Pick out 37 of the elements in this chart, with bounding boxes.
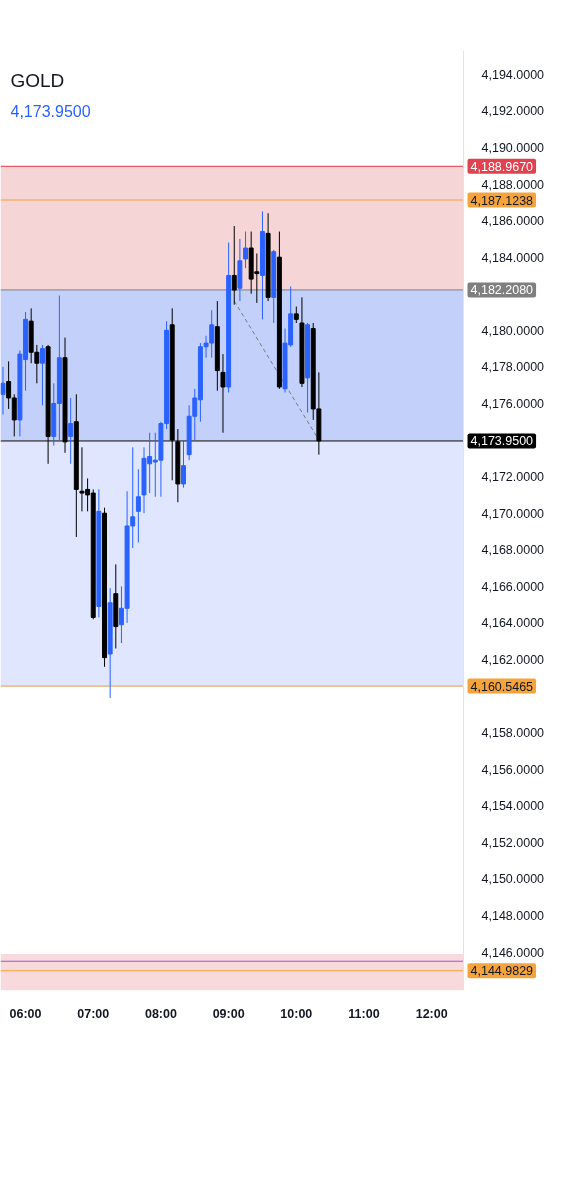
ref-line-label: 4,173.9500 bbox=[470, 434, 534, 449]
text: 4,173.9500 bbox=[10, 102, 91, 120]
y-tick-label: 4,156.0000 bbox=[481, 762, 545, 777]
x-tick-label: 09:00 bbox=[212, 1006, 245, 1021]
y-tick-label: 4,158.0000 bbox=[481, 726, 545, 741]
y-tick-label: 4,152.0000 bbox=[481, 835, 545, 850]
x-tick-label: 08:00 bbox=[144, 1006, 177, 1021]
y-tick-label: 4,154.0000 bbox=[481, 799, 545, 814]
y-tick-label: 4,164.0000 bbox=[481, 616, 545, 631]
y-tick-label: 4,188.0000 bbox=[481, 177, 545, 192]
y-tick-label: 4,176.0000 bbox=[481, 396, 545, 411]
ref-line-label: 4,182.2080 bbox=[470, 283, 534, 298]
ref-line-label: 4,187.1238 bbox=[470, 193, 534, 208]
y-tick-label: 4,168.0000 bbox=[481, 543, 545, 558]
y-tick-label: 4,172.0000 bbox=[481, 470, 545, 485]
y-tick-label: 4,192.0000 bbox=[481, 104, 545, 119]
ref-line-label: 4,160.5465 bbox=[470, 679, 534, 694]
y-tick-label: 4,190.0000 bbox=[481, 140, 545, 155]
y-tick-label: 4,186.0000 bbox=[481, 214, 545, 229]
text: GOLD bbox=[10, 70, 65, 91]
x-tick-label: 10:00 bbox=[280, 1006, 313, 1021]
y-tick-label: 4,194.0000 bbox=[481, 67, 545, 82]
ref-line-label: 4,144.9829 bbox=[470, 964, 534, 979]
y-tick-label: 4,170.0000 bbox=[481, 506, 545, 521]
y-tick-label: 4,180.0000 bbox=[481, 323, 545, 338]
x-tick-label: 07:00 bbox=[77, 1006, 110, 1021]
x-tick-label: 06:00 bbox=[9, 1006, 42, 1021]
x-tick-label: 11:00 bbox=[348, 1006, 380, 1021]
y-tick-label: 4,146.0000 bbox=[481, 945, 545, 960]
x-tick-label: 12:00 bbox=[415, 1006, 448, 1021]
y-tick-label: 4,148.0000 bbox=[481, 909, 545, 924]
y-tick-label: 4,162.0000 bbox=[481, 652, 545, 667]
y-tick-label: 4,184.0000 bbox=[481, 250, 545, 265]
y-tick-label: 4,178.0000 bbox=[481, 360, 545, 375]
y-tick-label: 4,150.0000 bbox=[481, 872, 545, 887]
y-tick-label: 4,166.0000 bbox=[481, 579, 545, 594]
ref-line-label: 4,188.9670 bbox=[470, 159, 534, 174]
